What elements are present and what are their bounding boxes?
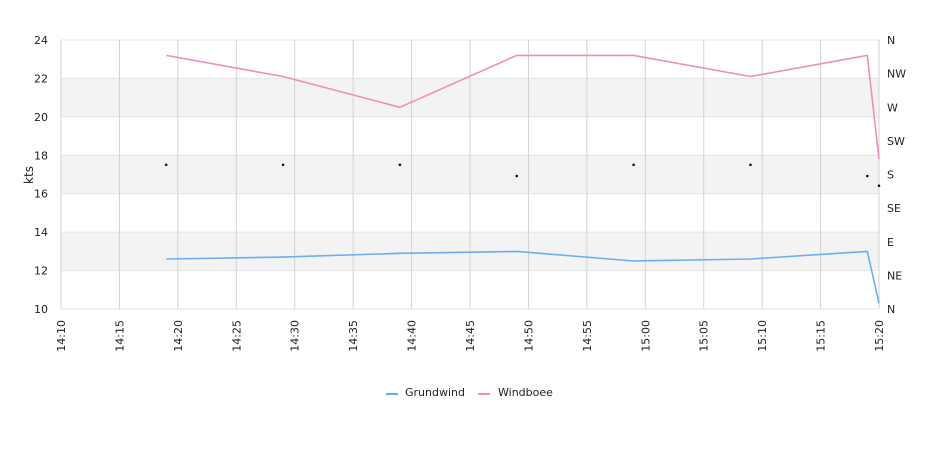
direction-tick-label: E — [887, 236, 894, 249]
legend: Grundwind Windboee — [386, 386, 553, 399]
vertical-gridlines — [60, 40, 880, 309]
x-tick-label: 14:35 — [347, 320, 360, 352]
direction-point — [281, 163, 285, 167]
direction-tick-label: W — [887, 101, 898, 114]
x-tick-label: 14:25 — [230, 320, 243, 352]
y-tick-label: 24 — [34, 34, 48, 47]
direction-point — [877, 184, 881, 188]
x-axis-tick-labels: 14:10 14:15 14:20 14:25 14:30 14:35 14:40 14:45… — [55, 320, 886, 352]
x-tick-label: 14:20 — [172, 320, 185, 352]
direction-axis-tick-labels: N NE E SE S SW W NW N — [887, 34, 906, 316]
x-tick-label: 14:55 — [581, 320, 594, 352]
direction-tick-label: SW — [887, 135, 905, 148]
y-tick-label: 14 — [34, 226, 48, 239]
direction-tick-label: NE — [887, 269, 902, 282]
legend-label-windboee[interactable]: Windboee — [498, 386, 553, 399]
x-tick-label: 14:15 — [113, 320, 126, 352]
x-tick-label: 15:20 — [873, 320, 886, 352]
x-tick-label: 14:10 — [55, 320, 68, 352]
direction-tick-label: SE — [887, 202, 901, 215]
direction-tick-label: N — [887, 34, 895, 47]
direction-point — [398, 163, 402, 167]
x-tick-label: 15:15 — [815, 320, 828, 352]
y-tick-label: 18 — [34, 149, 48, 162]
x-tick-label: 15:00 — [639, 320, 652, 352]
direction-points — [164, 163, 881, 188]
direction-point — [866, 174, 869, 178]
y-tick-label: 16 — [34, 188, 48, 201]
direction-point — [164, 163, 168, 167]
x-tick-label: 14:30 — [289, 320, 302, 352]
direction-point — [515, 174, 519, 178]
series-line-windboee — [166, 54, 880, 160]
x-tick-label: 14:40 — [406, 320, 419, 352]
series-lines — [166, 54, 880, 304]
x-tick-label: 14:50 — [522, 320, 535, 352]
direction-point — [749, 163, 752, 167]
series-line-grundwind — [166, 250, 880, 304]
y-tick-label: 22 — [34, 72, 48, 85]
y-tick-label: 10 — [34, 303, 48, 316]
direction-point — [632, 163, 635, 167]
x-tick-label: 14:45 — [464, 320, 477, 352]
direction-tick-label: S — [887, 169, 894, 182]
legend-label-grundwind[interactable]: Grundwind — [405, 386, 465, 399]
direction-tick-label: N — [887, 303, 895, 316]
y-tick-label: 20 — [34, 111, 48, 124]
y-tick-label: 12 — [34, 265, 48, 278]
x-tick-label: 15:05 — [698, 320, 711, 352]
y-axis-title: kts — [22, 166, 36, 184]
y-axis-tick-labels: 10 12 14 16 18 20 22 24 — [34, 34, 48, 316]
x-tick-label: 15:10 — [756, 320, 769, 352]
direction-tick-label: NW — [887, 68, 906, 81]
